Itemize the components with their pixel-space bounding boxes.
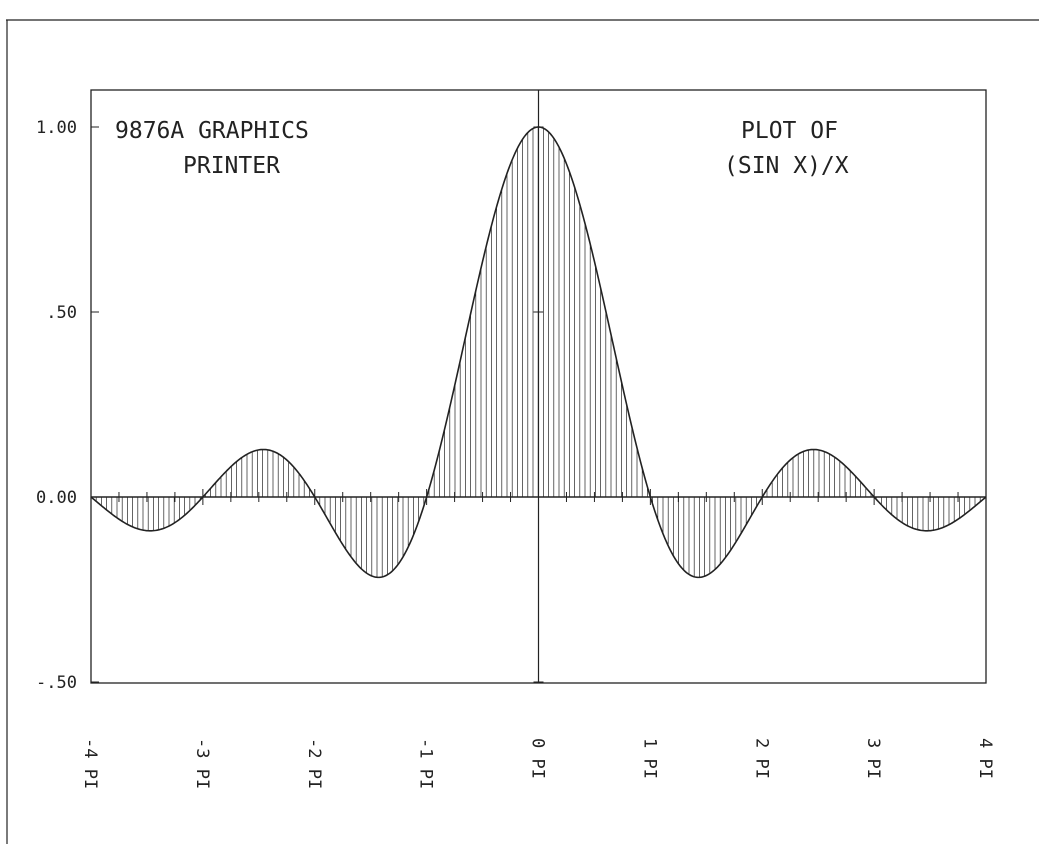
x-tick-label: -1 PI	[416, 738, 436, 789]
x-tick-label: -3 PI	[192, 738, 212, 789]
y-tick-labels: 1.00 .50 0.00 -.50	[36, 118, 77, 693]
page-frame	[6, 19, 1039, 844]
annotation-left-line1: 9876A GRAPHICS	[115, 118, 309, 144]
hatch-fill	[95, 127, 986, 578]
curve-layer	[90, 126, 987, 579]
annotations: 9876A GRAPHICS PRINTER PLOT OF (SIN X)/X	[115, 118, 849, 179]
y-tick-label: 1.00	[36, 118, 77, 138]
x-tick-label: 1 PI	[639, 738, 659, 779]
annotation-left-line2: PRINTER	[183, 153, 280, 179]
x-tick-label: 4 PI	[975, 738, 995, 779]
y-tick-label: -.50	[36, 673, 77, 693]
x-tick-label: -4 PI	[80, 738, 100, 789]
annotation-right-line1: PLOT OF	[741, 118, 838, 144]
x-tick-label: -2 PI	[304, 738, 324, 789]
x-tick-label: 0 PI	[528, 738, 548, 779]
x-tick-labels: -4 PI -3 PI -2 PI -1 PI 0 PI 1 PI 2 PI 3 PI 4 PI	[80, 738, 995, 789]
y-tick-label: .50	[46, 303, 77, 323]
x-tick-label: 3 PI	[863, 738, 883, 779]
series-line	[90, 126, 987, 579]
x-tick-label: 2 PI	[751, 738, 771, 779]
y-tick-label: 0.00	[36, 488, 77, 508]
annotation-right-line2: (SIN X)/X	[724, 153, 849, 179]
